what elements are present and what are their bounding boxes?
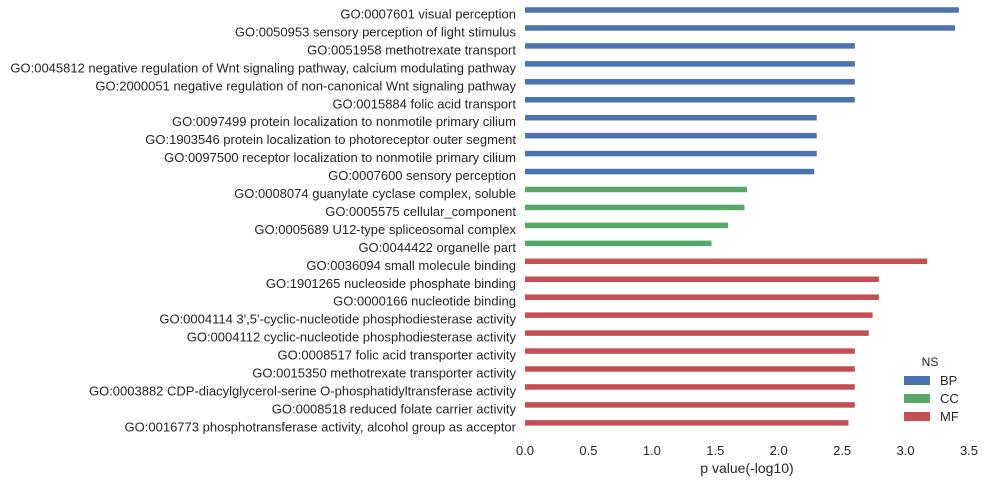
x-tick-label: 2.5 xyxy=(833,443,851,458)
category-label: GO:0036094 small molecule binding xyxy=(306,258,516,273)
category-label: GO:0000166 nucleotide binding xyxy=(333,294,516,309)
bar-bp xyxy=(525,43,855,49)
category-label: GO:0016773 phosphotransferase activity, … xyxy=(125,419,517,434)
legend-title: NS xyxy=(922,355,939,369)
category-label: GO:0045812 negative regulation of Wnt si… xyxy=(10,60,516,75)
legend-label-cc: CC xyxy=(940,391,959,406)
category-label: GO:0003882 CDP-diacylglycerol-serine O-p… xyxy=(89,383,517,398)
category-label: GO:0008518 reduced folate carrier activi… xyxy=(272,401,517,416)
bar-mf xyxy=(525,420,849,426)
bar-mf xyxy=(525,402,855,408)
bar-bp xyxy=(525,79,855,85)
x-tick-label: 0.5 xyxy=(579,443,597,458)
bar-mf xyxy=(525,276,879,282)
category-label: GO:0004114 3',5'-cyclic-nucleotide phosp… xyxy=(159,312,516,327)
bar-cc xyxy=(525,204,745,211)
bar-bp xyxy=(525,61,855,67)
category-label: GO:0097499 protein localization to nonmo… xyxy=(172,114,516,129)
category-label: GO:1903546 protein localization to photo… xyxy=(145,132,516,147)
legend: NS BP CC MF xyxy=(904,355,959,424)
bar-mf xyxy=(525,330,869,336)
category-label: GO:0044422 organelle part xyxy=(358,240,516,255)
x-tick-label: 2.0 xyxy=(770,443,788,458)
x-tick-label: 3.5 xyxy=(960,443,978,458)
bar-mf xyxy=(525,258,928,265)
bar-bp xyxy=(525,132,817,139)
category-label: GO:0005575 cellular_component xyxy=(325,204,516,219)
x-tick-label: 1.0 xyxy=(643,443,661,458)
category-label: GO:0005689 U12-type spliceosomal complex xyxy=(254,222,516,237)
x-tick-label: 0.0 xyxy=(516,443,534,458)
bar-bp xyxy=(525,7,959,13)
category-label: GO:1901265 nucleoside phosphate binding xyxy=(266,276,516,291)
bars-group xyxy=(525,7,959,426)
category-label: GO:2000051 negative regulation of non-ca… xyxy=(95,78,516,93)
bar-mf xyxy=(525,366,855,372)
bar-bp xyxy=(525,97,855,103)
category-label: GO:0008517 folic acid transporter activi… xyxy=(278,348,517,363)
bar-bp xyxy=(525,25,956,31)
category-label: GO:0004112 cyclic-nucleotide phosphodies… xyxy=(187,330,517,345)
x-axis-label: p value(-log10) xyxy=(700,460,793,476)
bar-cc xyxy=(525,186,747,193)
category-label: GO:0015884 folic acid transport xyxy=(332,96,516,111)
legend-swatch-bp xyxy=(904,376,930,385)
category-label: GO:0007600 sensory perception xyxy=(328,168,516,183)
category-label: GO:0051958 methotrexate transport xyxy=(307,42,516,57)
category-label: GO:0050953 sensory perception of light s… xyxy=(235,24,517,39)
bar-cc xyxy=(525,222,728,229)
legend-swatch-cc xyxy=(904,394,930,403)
bar-mf xyxy=(525,312,873,318)
x-tick-label: 3.0 xyxy=(897,443,915,458)
bar-bp xyxy=(525,114,817,121)
category-label: GO:0097500 receptor localization to nonm… xyxy=(164,150,516,165)
category-label: GO:0007601 visual perception xyxy=(340,7,516,22)
category-labels-group: GO:0007601 visual perception GO:0050953 s… xyxy=(10,7,516,435)
legend-swatch-mf xyxy=(904,412,930,421)
bar-mf xyxy=(525,294,879,300)
bar-mf xyxy=(525,348,855,354)
x-tick-label: 1.5 xyxy=(706,443,724,458)
bar-bp xyxy=(525,168,815,175)
bar-bp xyxy=(525,150,817,157)
legend-label-mf: MF xyxy=(940,409,959,424)
bar-cc xyxy=(525,240,712,247)
category-label: GO:0008074 guanylate cyclase complex, so… xyxy=(234,186,516,201)
x-tick-labels-group: 0.0 0.5 1.0 1.5 2.0 2.5 3.0 3.5 xyxy=(516,443,978,458)
category-label: GO:0015350 methotrexate transporter acti… xyxy=(252,366,516,381)
bar-mf xyxy=(525,384,855,390)
legend-label-bp: BP xyxy=(940,373,957,388)
